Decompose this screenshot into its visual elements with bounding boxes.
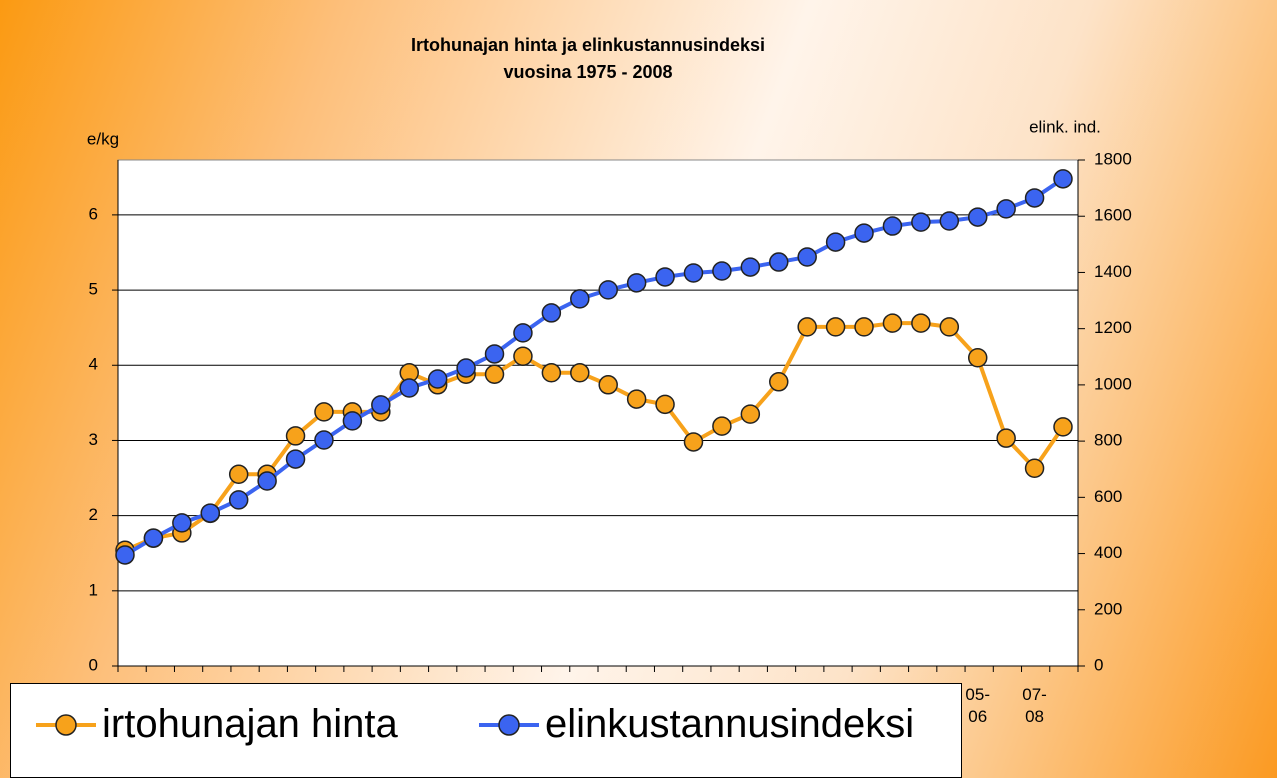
data-point [513, 323, 533, 343]
data-point [939, 211, 960, 231]
y-tick-label: 0 [89, 655, 98, 674]
data-point [1024, 458, 1045, 479]
y2-tick-label: 1400 [1094, 262, 1132, 281]
data-point [172, 513, 192, 533]
y2-tick-label: 1000 [1094, 374, 1132, 393]
y-tick-label: 5 [89, 280, 98, 299]
legend: irtohunajan hinta elinkustannusindeksi [10, 683, 962, 778]
y2-tick-label: 400 [1094, 543, 1122, 562]
data-point [285, 449, 306, 469]
data-point [1053, 169, 1073, 189]
x-tick-label: 07-08 [1022, 685, 1047, 726]
legend-item: irtohunajan hinta [36, 702, 398, 747]
data-point [342, 411, 363, 431]
legend-label: elinkustannusindeksi [545, 702, 915, 746]
y-axis-title: e/kg [87, 129, 119, 148]
data-point [769, 252, 789, 272]
data-point [228, 490, 249, 510]
legend-item: elinkustannusindeksi [479, 702, 914, 747]
data-point [655, 267, 675, 287]
legend-label: irtohunajan hinta [102, 702, 398, 746]
data-point [712, 261, 732, 281]
data-point [257, 471, 277, 491]
data-point [854, 223, 874, 243]
data-point [598, 280, 618, 300]
x-tick-label: 05-06 [965, 685, 990, 726]
data-point [854, 317, 874, 337]
data-point [541, 363, 562, 383]
data-point [484, 344, 505, 364]
data-point [825, 232, 846, 252]
series-line [124, 321, 1065, 553]
y2-tick-label: 1600 [1094, 206, 1132, 225]
data-point [797, 247, 817, 267]
y2-tick-label: 200 [1094, 599, 1122, 618]
y2-tick-label: 1800 [1094, 149, 1132, 168]
data-point [200, 503, 221, 523]
data-point [427, 369, 448, 389]
y-tick-label: 2 [89, 505, 98, 524]
data-point [1053, 417, 1073, 437]
y2-tick-label: 1200 [1094, 318, 1132, 337]
legend-marker [498, 713, 520, 736]
data-point [655, 394, 675, 415]
data-point [683, 432, 704, 452]
data-point [882, 216, 903, 236]
y2-tick-label: 800 [1094, 431, 1122, 450]
data-point [541, 303, 562, 323]
data-point [797, 317, 817, 337]
data-point [939, 317, 960, 337]
data-point [911, 212, 931, 232]
data-point [228, 464, 249, 485]
data-point [143, 528, 164, 548]
data-point [967, 347, 988, 368]
data-point [740, 257, 761, 277]
data-point [911, 313, 931, 333]
data-point [314, 402, 334, 422]
data-point [285, 426, 306, 446]
data-point [314, 430, 334, 450]
data-point [996, 428, 1016, 448]
data-point [996, 199, 1016, 219]
plot-area [117, 159, 1079, 667]
data-point [371, 395, 391, 415]
data-point [1024, 188, 1045, 208]
chart-title: Irtohunajan hinta ja elinkustannusindeks… [411, 35, 765, 55]
data-point [456, 358, 476, 378]
data-point [570, 363, 590, 383]
y2-axis-title: elink. ind. [1029, 117, 1101, 136]
data-point [626, 273, 647, 293]
data-point [513, 346, 533, 366]
y-tick-label: 3 [89, 430, 98, 449]
legend-swatch [479, 713, 539, 736]
y-tick-label: 1 [89, 580, 98, 599]
data-point [484, 364, 505, 385]
series-line [123, 177, 1065, 557]
data-point [740, 404, 761, 424]
y2-tick-label: 600 [1094, 487, 1122, 506]
y2-tick-label: 0 [1094, 655, 1103, 674]
y-tick-label: 4 [89, 355, 98, 374]
data-point [399, 378, 419, 398]
data-point [769, 372, 789, 392]
data-point [882, 313, 903, 333]
data-point [683, 263, 704, 283]
legend-swatch [36, 713, 96, 736]
data-point [115, 545, 135, 565]
legend-marker [55, 713, 77, 736]
data-point [626, 389, 647, 409]
data-point [570, 289, 590, 309]
data-point [598, 375, 618, 395]
data-point [967, 207, 988, 227]
chart-subtitle: vuosina 1975 - 2008 [503, 62, 672, 82]
y-tick-label: 6 [89, 204, 98, 223]
data-point [712, 416, 732, 436]
data-point [825, 317, 846, 337]
